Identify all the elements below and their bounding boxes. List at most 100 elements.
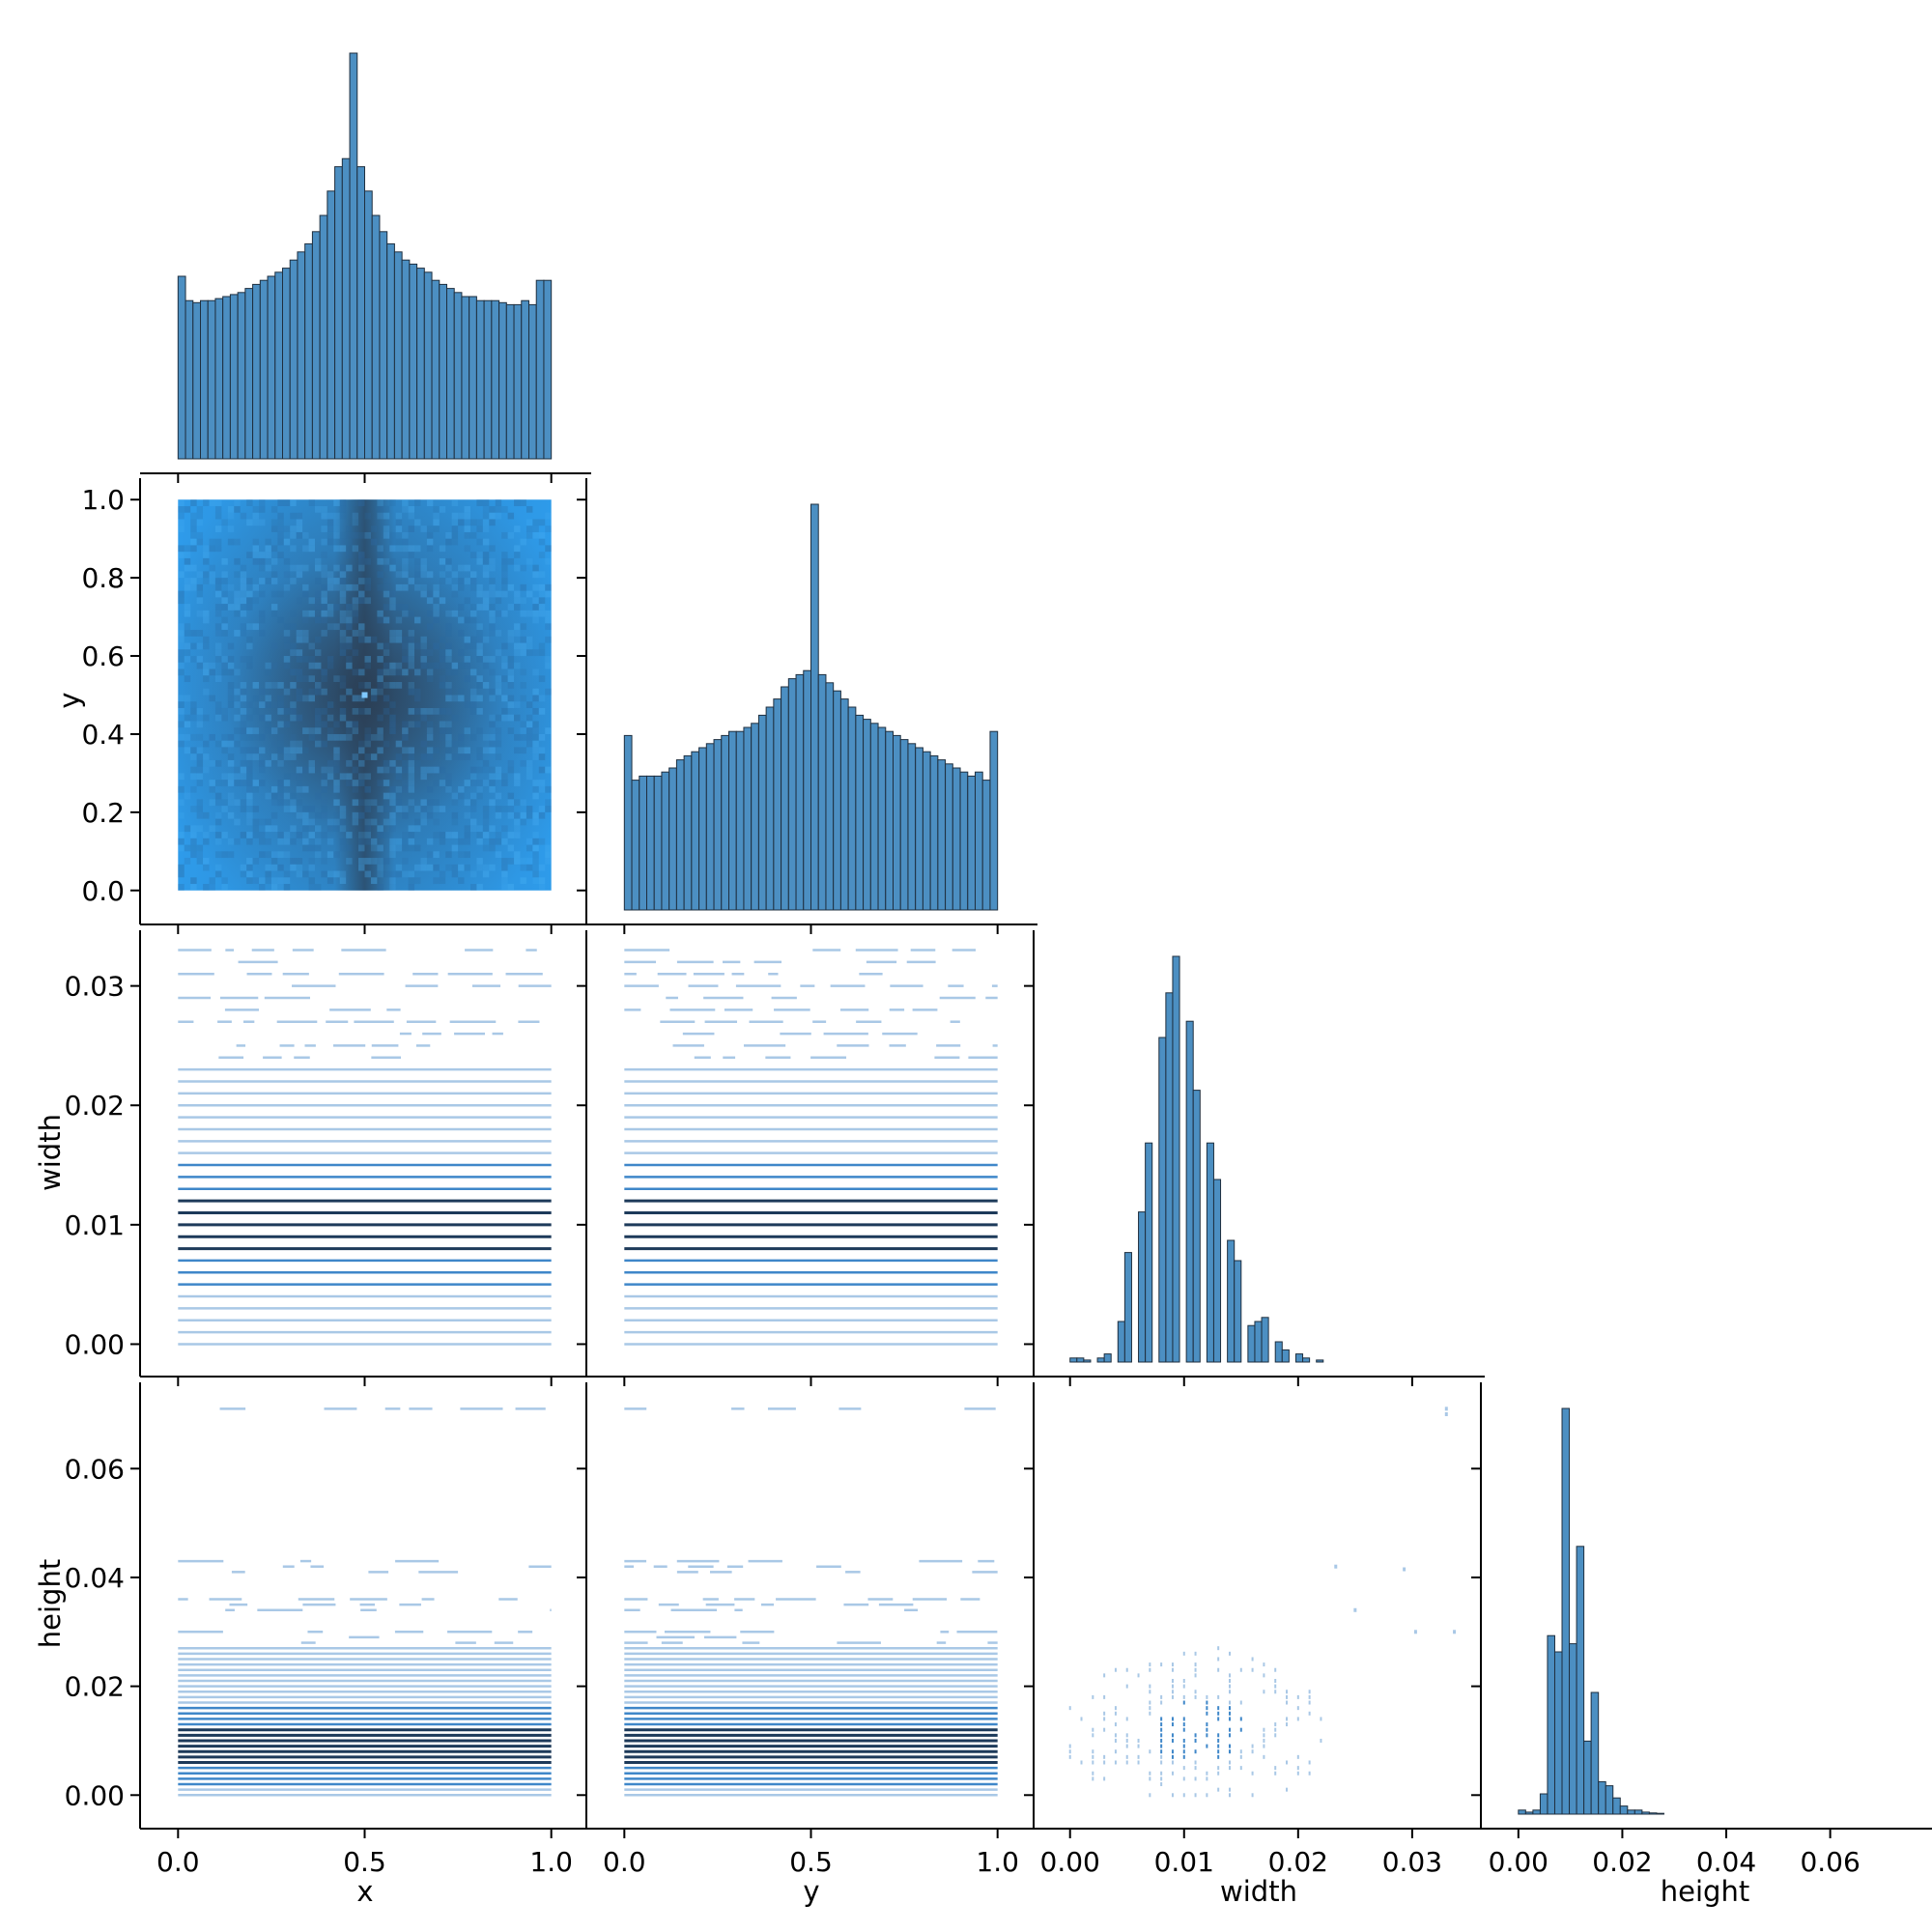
scatter-cell [1274,1678,1277,1683]
heatmap-cell [520,759,526,767]
heatmap-cell [352,531,359,539]
heatmap-cell [265,838,271,845]
heatmap-cell [526,519,533,526]
heatmap-cell [426,675,434,683]
heatmap-cell [439,733,446,741]
heatmap-cell [495,590,502,598]
heatmap-cell [302,844,309,852]
heatmap-cell [214,512,222,520]
scatter-cell [1114,1706,1117,1711]
scatter-cell [1080,1760,1083,1765]
hist-bar-x [491,299,500,460]
heatmap-cell [352,649,359,657]
heatmap-cell [445,623,452,631]
heatmap-cell [227,512,235,520]
heatmap-cell [458,616,465,624]
heatmap-cell [290,747,297,754]
heatmap-cell [482,597,490,605]
heatmap-center-cell [361,692,368,698]
scatter-cell [1160,1738,1163,1743]
scatter-cell [1137,1744,1140,1748]
heatmap-cell [214,759,222,767]
heatmap-cell [190,766,197,774]
heatmap-cell [501,806,508,812]
heatmap-cell [259,733,266,741]
heatmap-cell [290,499,297,506]
heatmap-cell [469,695,477,702]
heatmap-cell [370,877,378,885]
heatmap-cell [346,662,353,669]
scatter-cell [1182,1717,1185,1721]
heatmap-cell [277,531,284,539]
heatmap-cell [495,740,502,748]
heatmap-cell [190,642,197,650]
scatter-cell [1149,1749,1151,1754]
heatmap-cell [196,583,204,591]
heatmap-cell [526,844,533,852]
heatmap-cell [290,512,297,520]
heatmap-cell [314,636,322,643]
heatmap-cell [184,623,191,631]
heatmap-cell [246,818,253,826]
heatmap-cell [520,864,526,871]
scatter-cell [1228,1651,1231,1656]
heatmap-cell [414,616,421,624]
heatmap-cell [464,531,470,539]
hist-bar-x [304,242,313,460]
heatmap-cell [507,656,515,663]
heatmap-cell [246,519,253,526]
heatmap-cell [296,773,303,781]
heatmap-cell [408,766,415,774]
heatmap-cell [302,806,309,812]
heatmap-cell [265,701,271,708]
heatmap-cell [395,545,403,553]
heatmap-cell [439,505,446,513]
heatmap-cell [532,571,539,579]
hist-bar-x [521,299,529,460]
heatmap-cell [290,642,297,650]
heatmap-cell [532,604,539,611]
heatmap-cell [489,630,496,637]
heatmap-cell [464,780,470,786]
heatmap-cell [507,668,515,676]
heatmap-cell [196,597,204,605]
heatmap-cell [495,766,502,774]
heatmap-cell [389,766,396,774]
heatmap-cell [395,571,403,579]
heatmap-cell [314,505,322,513]
heatmap-cell [395,864,403,871]
heatmap-cell [476,747,483,754]
heatmap-cell [495,512,502,520]
heatmap-cell [482,844,490,852]
scatter-cell [1092,1760,1094,1765]
heatmap-cell [190,583,197,591]
heatmap-cell [308,877,315,885]
heatmap-cell [402,571,409,579]
heatmap-cell [532,727,539,734]
heatmap-cell [520,597,526,605]
heatmap-cell [240,682,247,689]
heatmap-cell [227,753,235,760]
heatmap-cell [526,838,533,845]
heatmap-cell [240,695,247,702]
heatmap-cell [482,538,490,546]
heatmap-cell [321,512,327,520]
hist-bar-y [877,726,887,911]
heatmap-cell [445,538,452,546]
scatter-cell [1137,1673,1140,1678]
heatmap-cell [514,773,521,781]
heatmap-cell [339,818,347,826]
hist-bar-x [356,166,366,460]
heatmap-cell [265,721,271,728]
heatmap-cell [259,766,266,774]
scatter-cell [1114,1722,1117,1727]
heatmap-cell [209,662,215,669]
heatmap-cell [377,870,384,878]
heatmap-cell [383,662,390,669]
heatmap-cell [265,727,271,734]
heatmap-cell [545,858,552,865]
heatmap-cell [420,636,427,643]
heatmap-cell [196,707,204,715]
hist-bar-x [297,251,306,460]
heatmap-cell [408,688,415,696]
